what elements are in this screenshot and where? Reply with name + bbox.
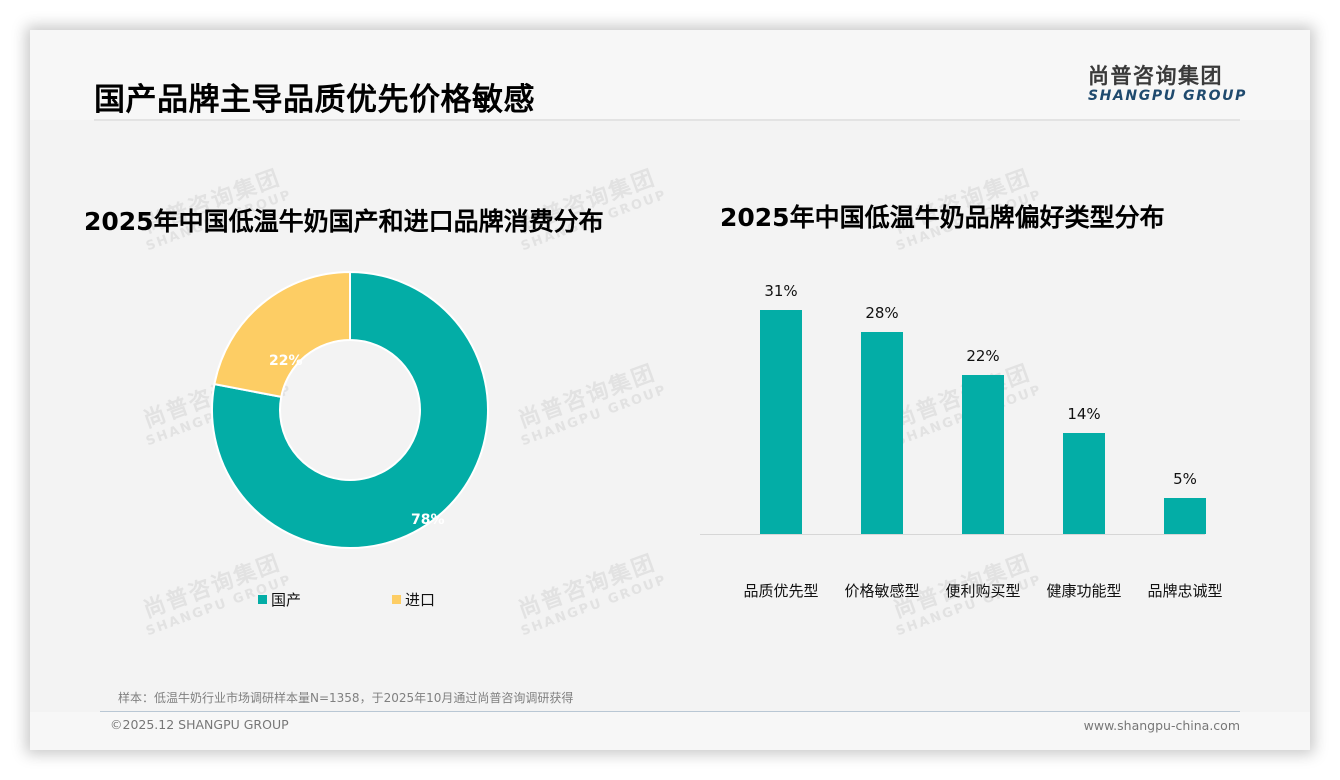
bar-convenience — [962, 374, 1004, 534]
website-link[interactable]: www.shangpu-china.com — [1083, 718, 1240, 733]
bar-chart: 31% 28% 22% 14% 5% 品质优先型 价格敏感型 便利购买型 健康功… — [700, 270, 1223, 600]
x-axis-category-label: 便利购买型 — [945, 582, 1021, 600]
copyright-text: ©2025.12 SHANGPU GROUP — [110, 717, 289, 732]
slide: 尚普咨询集团 SHANGPU GROUP 尚普咨询集团 SHANGPU GROUP 尚普… — [30, 30, 1310, 750]
bar-value-label: 31% — [764, 281, 798, 300]
bar-value-label: 5% — [1173, 469, 1197, 488]
footer-band — [30, 712, 1310, 750]
bar-price-sensitive — [861, 331, 903, 534]
x-axis-category-label: 品牌忠诚型 — [1147, 582, 1223, 600]
bar-quality-first — [760, 309, 802, 534]
donut-chart: 78% 22% — [210, 270, 490, 550]
bar-value-label: 14% — [1067, 404, 1101, 423]
company-logo: 尚普咨询集团 SHANGPU GROUP — [1088, 64, 1248, 104]
legend-item-imported: 进口 — [392, 589, 435, 610]
legend-swatch-domestic — [258, 595, 267, 604]
slice-label-domestic: 78% — [411, 512, 445, 528]
logo-en-text: SHANGPU GROUP — [1088, 88, 1247, 104]
x-axis-category-label: 品质优先型 — [743, 582, 819, 600]
x-axis-category-label: 健康功能型 — [1046, 582, 1122, 600]
x-axis-category-label: 价格敏感型 — [844, 582, 920, 600]
legend-label: 国产 — [271, 591, 302, 609]
donut-slice-imported — [213, 270, 351, 399]
x-axis-baseline — [700, 534, 1205, 535]
donut-slice-domestic — [211, 270, 489, 549]
sample-note: 样本：低温牛奶行业市场调研样本量N=1358，于2025年10月通过尚普咨询调研… — [118, 691, 574, 705]
legend-swatch-imported — [392, 595, 401, 604]
footer-divider — [100, 711, 1240, 712]
bar-value-label: 22% — [966, 346, 1000, 365]
bar-brand-loyal — [1164, 497, 1206, 534]
donut-chart-title: 2025年中国低温牛奶国产和进口品牌消费分布 — [84, 207, 604, 236]
logo-cn-text: 尚普咨询集团 — [1088, 64, 1223, 88]
bar-health-function — [1063, 432, 1105, 534]
header-divider — [94, 119, 1240, 121]
page-title: 国产品牌主导品质优先价格敏感 — [94, 82, 535, 118]
bar-value-label: 28% — [865, 303, 899, 322]
donut-svg — [211, 270, 489, 549]
slice-label-imported: 22% — [269, 353, 303, 369]
bar-chart-title: 2025年中国低温牛奶品牌偏好类型分布 — [720, 203, 1165, 232]
header-band — [30, 30, 1310, 120]
legend-item-domestic: 国产 — [258, 589, 301, 610]
legend-label: 进口 — [405, 591, 436, 609]
